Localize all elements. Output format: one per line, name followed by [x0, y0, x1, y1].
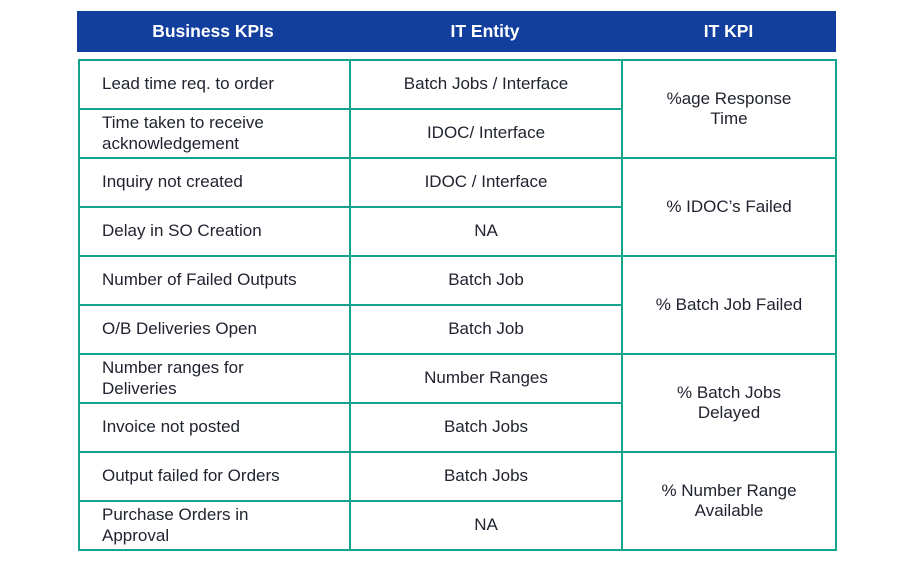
table-row: Invoice not posted Batch Jobs — [78, 402, 836, 453]
it-entity-cell: Batch Jobs / Interface — [349, 59, 623, 110]
table-row: O/B Deliveries Open Batch Job — [78, 304, 836, 355]
it-entity-cell: Batch Job — [349, 304, 623, 355]
it-entity-cell: Batch Job — [349, 255, 623, 306]
kpi-table: Lead time req. to order Batch Jobs / Int… — [78, 59, 837, 551]
it-entity-cell: NA — [349, 206, 623, 257]
header-business-kpis: Business KPIs — [152, 21, 274, 41]
it-entity-cell: IDOC / Interface — [349, 157, 623, 208]
it-kpi-cell: % Batch Jobs Delayed — [621, 353, 837, 453]
it-entity-cell: IDOC/ Interface — [349, 108, 623, 159]
business-kpi-cell: O/B Deliveries Open — [78, 304, 351, 355]
header-it-entity: IT Entity — [450, 21, 520, 41]
table-row: Purchase Orders in Approval NA — [78, 500, 836, 551]
it-entity-cell: Number Ranges — [349, 353, 623, 404]
kpi-table-wrapper: Business KPIs IT Entity IT KPI Lead time… — [77, 11, 837, 551]
it-entity-cell: Batch Jobs — [349, 402, 623, 453]
it-kpi-cell: % Batch Job Failed — [621, 255, 837, 355]
it-kpi-cell: %age Response Time — [621, 59, 837, 159]
business-kpi-cell: Output failed for Orders — [78, 451, 351, 502]
table-row: Lead time req. to order Batch Jobs / Int… — [78, 59, 837, 159]
business-kpi-cell: Number ranges for Deliveries — [78, 353, 351, 404]
table-row: Inquiry not created IDOC / Interface % I… — [78, 157, 837, 257]
it-kpi-cell: % Number Range Available — [621, 451, 837, 551]
table-row: Output failed for Orders Batch Jobs % Nu… — [78, 451, 837, 551]
table-header-row: Business KPIs IT Entity IT KPI — [77, 11, 836, 52]
table-row: Time taken to receive acknowledgement ID… — [78, 108, 836, 159]
business-kpi-cell: Lead time req. to order — [78, 59, 351, 110]
table-row: Number of Failed Outputs Batch Job % Bat… — [78, 255, 837, 355]
header-it-kpi: IT KPI — [703, 21, 754, 41]
business-kpi-cell: Purchase Orders in Approval — [78, 500, 351, 551]
table-row: Delay in SO Creation NA — [78, 206, 836, 257]
business-kpi-cell: Inquiry not created — [78, 157, 351, 208]
business-kpi-cell: Number of Failed Outputs — [78, 255, 351, 306]
business-kpi-cell: Delay in SO Creation — [78, 206, 351, 257]
business-kpi-cell: Invoice not posted — [78, 402, 351, 453]
it-entity-cell: NA — [349, 500, 623, 551]
business-kpi-cell: Time taken to receive acknowledgement — [78, 108, 351, 159]
it-kpi-cell: % IDOC’s Failed — [621, 157, 837, 257]
it-entity-cell: Batch Jobs — [349, 451, 623, 502]
table-row: Number ranges for Deliveries Number Rang… — [78, 353, 837, 453]
